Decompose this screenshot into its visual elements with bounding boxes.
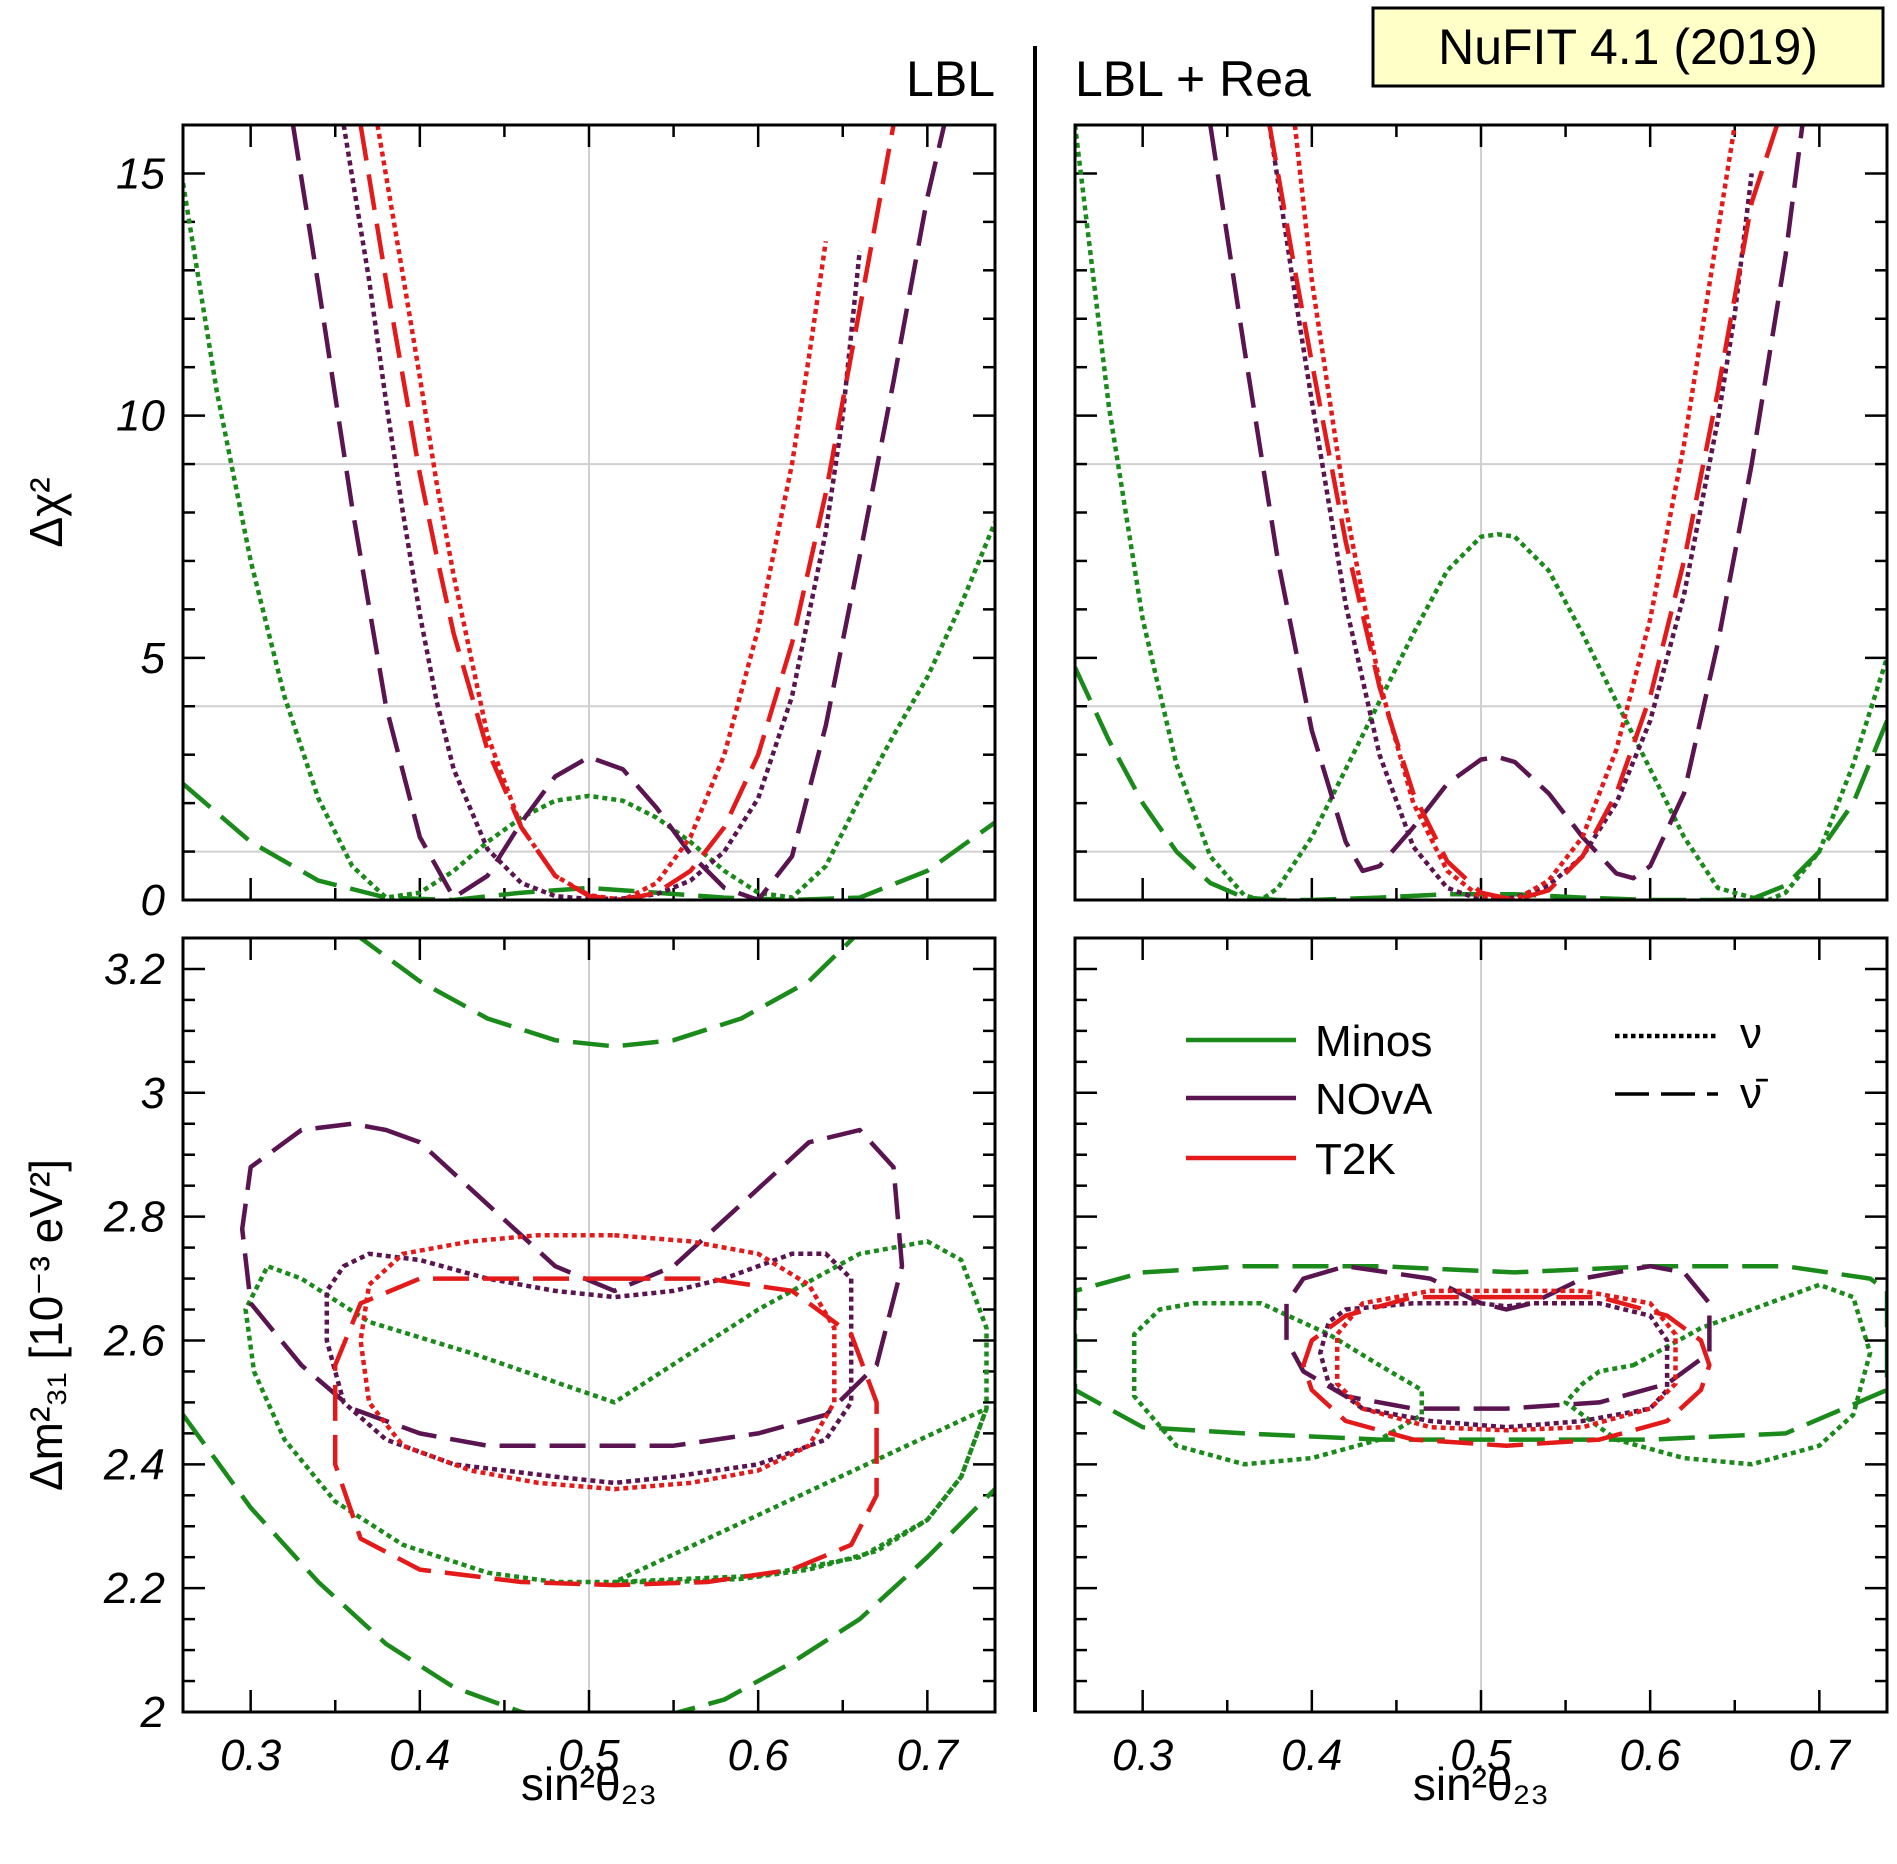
series-nova-nubar xyxy=(1284,1263,1712,1411)
y-tick-label: 2.4 xyxy=(103,1440,165,1489)
x-tick-label: 0.7 xyxy=(897,1731,960,1780)
series-minos-nu xyxy=(243,1239,989,1585)
x-tick-label: 0.3 xyxy=(1112,1731,1174,1780)
series-minos-nubar xyxy=(1075,1263,1887,1442)
series-t2k-nubar xyxy=(358,125,896,900)
panel-bottom-left-contours: 0.3 0.4 0.5 0.6 0.7 2 2.2 2.4 2.6 2.8 3 3.2 sin²θ₂₃ Δ… xyxy=(20,936,997,1810)
series-minos-nubar xyxy=(183,1413,995,1712)
series-nova-nu xyxy=(341,125,862,900)
y-tick-label: 3 xyxy=(141,1069,166,1118)
series-nova-nu xyxy=(1318,1301,1670,1430)
y-tick-label: 15 xyxy=(116,149,165,198)
y-tick-label: 2.6 xyxy=(103,1316,166,1365)
series-minos-nubar xyxy=(1075,666,1887,900)
series-nova-nu xyxy=(1267,125,1754,900)
curves xyxy=(183,125,995,900)
plot-frame xyxy=(181,936,997,1714)
badge-text: NuFIT 4.1 (2019) xyxy=(1438,19,1818,75)
plot-frame xyxy=(1073,936,1889,1714)
y-tick-label: 2.2 xyxy=(103,1564,165,1613)
x-tick-label: 0.4 xyxy=(389,1731,450,1780)
series-t2k-nubar xyxy=(1267,125,1780,900)
series-t2k-nu xyxy=(1334,1288,1678,1433)
y-tick-label: 2 xyxy=(140,1688,165,1737)
x-tick-label: 0.7 xyxy=(1789,1731,1852,1780)
series-t2k-nu xyxy=(375,125,829,900)
legend-label-nubar: ν̄ xyxy=(1740,1069,1768,1118)
x-axis-title: sin²θ₂₃ xyxy=(1413,1758,1549,1810)
series-minos-nu xyxy=(1563,1282,1873,1467)
legend-label-minos: Minos xyxy=(1315,1017,1432,1066)
series-minos-nu xyxy=(1131,1301,1425,1467)
plot-frame xyxy=(1073,123,1889,902)
plot-frame xyxy=(181,123,997,902)
y-axis-title: Δm²₃₁ [10⁻³ eV²] xyxy=(20,1159,72,1491)
panel-title-lbl-rea: LBL + Rea xyxy=(1075,51,1311,107)
nufit-badge: NuFIT 4.1 (2019) xyxy=(1371,6,1885,88)
y-axis-title: Δχ² xyxy=(20,477,72,547)
curves xyxy=(1075,1263,1887,1467)
curves xyxy=(183,938,995,1712)
x-tick-label: 0.4 xyxy=(1281,1731,1342,1780)
series-t2k-nu xyxy=(358,1232,837,1492)
panel-top-left-chi2: 0 5 10 15 Δχ² xyxy=(20,123,997,925)
legend-label-nu: ν xyxy=(1740,1009,1762,1058)
series-minos-nubar xyxy=(356,938,857,1049)
series-nova-nubar xyxy=(1208,125,1805,881)
series-t2k-nu xyxy=(1292,125,1738,900)
x-axis-title: sin²θ₂₃ xyxy=(521,1758,657,1810)
y-tick-label: 2.8 xyxy=(103,1193,166,1242)
y-tick-label: 0 xyxy=(141,876,166,925)
series-t2k-nubar xyxy=(1301,1294,1712,1448)
x-tick-label: 0.6 xyxy=(728,1731,790,1780)
series-minos-nubar xyxy=(183,782,995,900)
y-tick-label: 5 xyxy=(141,634,166,683)
panel-bottom-right-contours: 0.3 0.4 0.5 0.6 0.7 sin²θ₂₃ xyxy=(1073,936,1889,1810)
series-t2k-nubar xyxy=(332,1276,879,1588)
series-nova-nubar xyxy=(239,1121,905,1448)
y-tick-label: 10 xyxy=(116,392,165,441)
panel-top-right-chi2 xyxy=(1073,123,1889,902)
badge-box xyxy=(1371,6,1885,88)
legend-label-nova: NOvA xyxy=(1315,1075,1433,1124)
series-nova-nubar xyxy=(290,125,947,900)
x-tick-label: 0.6 xyxy=(1620,1731,1682,1780)
x-tick-label: 0.5 xyxy=(1450,1731,1512,1780)
panel-title-lbl: LBL xyxy=(906,51,995,107)
series-minos-nu xyxy=(183,182,995,900)
legend-label-t2k: T2K xyxy=(1315,1135,1396,1184)
legend: Minos NOvA T2K ν ν̄ xyxy=(1186,1009,1768,1184)
y-tick-label: 3.2 xyxy=(104,945,165,994)
x-tick-label: 0.3 xyxy=(220,1731,282,1780)
x-tick-label: 0.5 xyxy=(558,1731,620,1780)
